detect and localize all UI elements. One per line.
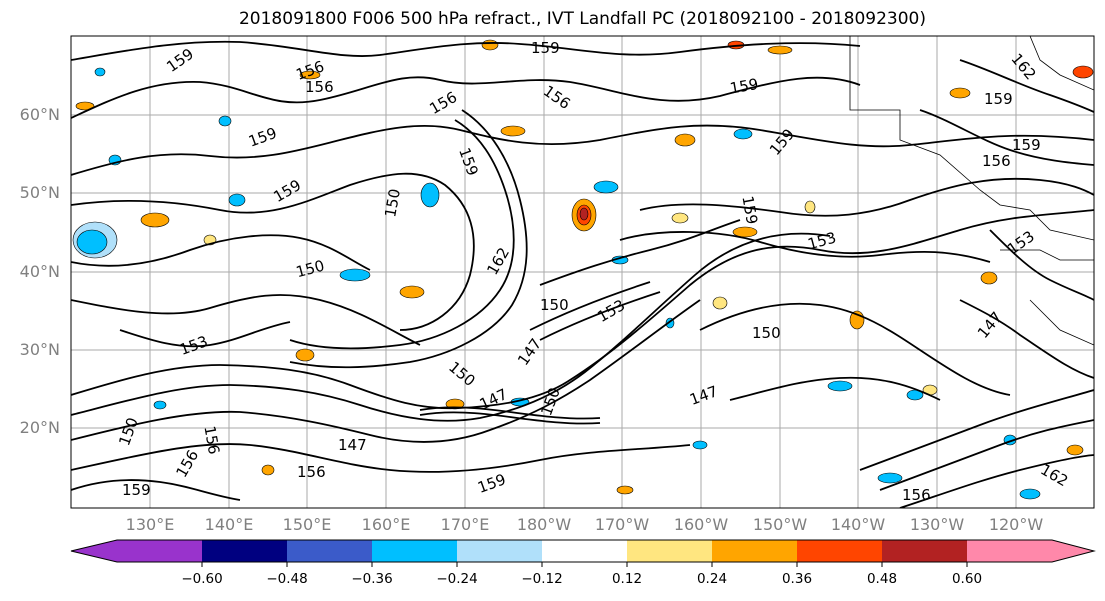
lon-label: 130°E (125, 515, 175, 534)
lon-label: 150°E (282, 515, 332, 534)
contour-label: 159 (1012, 136, 1041, 154)
colorbar-tick-label: −0.12 (521, 571, 563, 587)
coastlines (849, 36, 1094, 346)
contour-label: 159 (728, 75, 759, 98)
colorbar-bin (797, 540, 882, 562)
lat-label: 30°N (19, 340, 60, 359)
lat-label: 60°N (19, 105, 60, 124)
lon-label: 120°W (988, 515, 1044, 534)
colorbar-tick-label: 0.36 (781, 571, 813, 587)
map-frame (70, 35, 1095, 509)
contour-label: 156 (297, 463, 326, 481)
colorbar-bin (967, 540, 1052, 562)
contour-label: 159 (531, 39, 560, 57)
lon-label: 180°W (516, 515, 572, 534)
colorbar-bin (372, 540, 457, 562)
colorbar-bin (627, 540, 712, 562)
colorbar-extend-high (1052, 540, 1094, 562)
refractivity-contours (71, 40, 1094, 508)
contour-label: 159 (738, 194, 761, 225)
contour-label: 156 (902, 486, 931, 504)
contour-label: 156 (982, 152, 1011, 170)
lat-label: 40°N (19, 262, 60, 281)
colorbar-tick-label: 0.12 (611, 571, 643, 587)
contour-label: 159 (122, 481, 151, 499)
lat-label: 20°N (19, 418, 60, 437)
contour-label: 150 (540, 296, 569, 314)
colorbar-tick-label: −0.48 (266, 571, 308, 587)
contour-label: 156 (305, 78, 334, 96)
gridlines (71, 36, 1094, 508)
colorbar-tick-label: 0.24 (696, 571, 728, 587)
lat-label: 50°N (19, 183, 60, 202)
contour-label: 150 (752, 324, 781, 342)
colorbar-bin (457, 540, 542, 562)
colorbar-tick-label: −0.36 (351, 571, 393, 587)
lon-label: 170°E (440, 515, 490, 534)
colorbar-tick-label: −0.24 (436, 571, 478, 587)
colorbar (70, 539, 1096, 567)
colorbar-bin (117, 540, 202, 562)
colorbar-bin (712, 540, 797, 562)
colorbar-bin (882, 540, 967, 562)
lon-label: 160°W (673, 515, 729, 534)
contour-label: 150 (381, 187, 404, 218)
contour-label: 159 (984, 90, 1013, 108)
lon-label: 170°W (594, 515, 650, 534)
lon-label: 140°W (830, 515, 886, 534)
map-plot-area (71, 36, 1094, 508)
lon-label: 140°E (204, 515, 254, 534)
contour-label: 156 (200, 424, 223, 455)
colorbar-bin (287, 540, 372, 562)
contour-label: 147 (338, 436, 367, 454)
lon-label: 130°W (909, 515, 965, 534)
map-title: 2018091800 F006 500 hPa refract., IVT La… (238, 9, 926, 29)
colorbar-extend-low (71, 540, 117, 562)
colorbar-bin (202, 540, 287, 562)
colorbar-tick-label: 0.48 (866, 571, 898, 587)
colorbar-tick-label: −0.60 (181, 571, 223, 587)
colorbar-tick-label: 0.60 (951, 571, 983, 587)
lon-label: 160°E (361, 515, 411, 534)
lon-label: 150°W (752, 515, 808, 534)
colorbar-bin (542, 540, 627, 562)
